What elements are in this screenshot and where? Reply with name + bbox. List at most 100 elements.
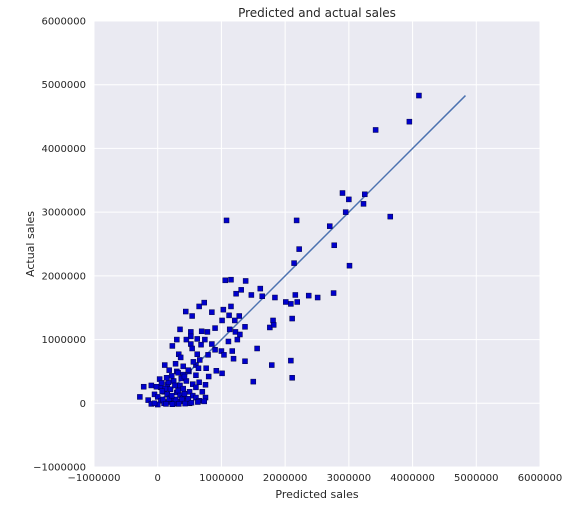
scatter-point xyxy=(137,394,143,400)
scatter-point xyxy=(257,285,264,292)
x-tick-label: 3000000 xyxy=(327,473,372,484)
scatter-point xyxy=(182,400,188,407)
scatter-point xyxy=(185,396,192,402)
scatter-point xyxy=(346,262,353,269)
scatter-point xyxy=(213,368,220,374)
scatter-point xyxy=(387,213,394,220)
scatter-point xyxy=(181,390,188,397)
scatter-points xyxy=(137,92,422,408)
scatter-point xyxy=(159,388,165,394)
scatter-point xyxy=(226,312,232,319)
scatter-point xyxy=(362,191,368,198)
scatter-point xyxy=(288,357,294,364)
scatter-point xyxy=(193,384,199,391)
scatter-point xyxy=(160,396,166,403)
scatter-point xyxy=(174,336,180,343)
scatter-point xyxy=(283,299,289,305)
scatter-point xyxy=(202,336,208,343)
scatter-point xyxy=(190,381,196,387)
y-tick-label: 0 xyxy=(80,399,86,410)
scatter-point xyxy=(177,354,184,361)
scatter-point xyxy=(229,348,236,354)
scatter-point xyxy=(205,373,212,380)
scatter-point xyxy=(209,341,215,347)
scatter-point xyxy=(248,292,255,298)
y-tick-label: 1000000 xyxy=(41,335,86,346)
scatter-point xyxy=(242,278,249,284)
scatter-point xyxy=(201,398,207,405)
scatter-point xyxy=(185,367,192,373)
scatter-point xyxy=(238,287,244,293)
scatter-point xyxy=(209,309,215,315)
scatter-point xyxy=(198,328,205,335)
scatter-point xyxy=(163,375,170,381)
scatter-point xyxy=(204,329,211,335)
scatter-point xyxy=(197,357,203,363)
scatter-point xyxy=(198,341,204,348)
x-tick-label: −1000000 xyxy=(68,473,121,484)
scatter-point xyxy=(194,336,200,342)
scatter-point xyxy=(190,359,197,365)
scatter-point xyxy=(169,343,176,349)
scatter-point xyxy=(188,333,194,340)
scatter-point xyxy=(169,401,176,407)
x-tick-label: 2000000 xyxy=(263,473,308,484)
scatter-point xyxy=(163,401,169,407)
scatter-point xyxy=(288,301,294,307)
scatter-point xyxy=(225,338,232,345)
fit-line-segment xyxy=(157,95,466,404)
scatter-point xyxy=(182,308,189,315)
scatter-point xyxy=(203,365,209,371)
y-tick-labels: −1000000 0 1000000 2000000 3000000 4000000 500… xyxy=(33,17,86,474)
scatter-point xyxy=(180,385,186,392)
x-tick-label: 1000000 xyxy=(199,473,244,484)
x-tick-label: 6000000 xyxy=(518,473,563,484)
scatter-point xyxy=(220,306,227,313)
scatter-point xyxy=(291,260,297,266)
scatter-point xyxy=(172,361,179,367)
scatter-point xyxy=(242,358,248,364)
y-tick-label: 5000000 xyxy=(41,80,86,91)
scatter-point xyxy=(179,396,185,403)
scatter-point xyxy=(372,127,379,133)
scatter-point xyxy=(145,397,151,403)
scatter-point xyxy=(166,367,172,373)
scatter-point xyxy=(189,345,195,352)
scatter-point xyxy=(219,370,225,377)
scatter-point xyxy=(233,290,239,297)
y-tick-label: −1000000 xyxy=(33,463,86,474)
scatter-point xyxy=(161,362,168,368)
scatter-point xyxy=(177,326,183,333)
x-axis-label: Predicted sales xyxy=(275,488,358,501)
scatter-point xyxy=(226,326,233,333)
x-tick-labels: −1000000 0 1000000 2000000 3000000 4000000 500… xyxy=(68,473,563,484)
scatter-point xyxy=(195,399,201,405)
scatter-point xyxy=(140,383,147,390)
scatter-point xyxy=(175,369,181,376)
scatter-point xyxy=(314,294,321,301)
x-tick-label: 4000000 xyxy=(390,473,435,484)
scatter-point xyxy=(212,325,218,331)
scatter-point xyxy=(199,389,206,395)
y-tick-label: 6000000 xyxy=(41,17,86,28)
scatter-point xyxy=(168,373,175,379)
scatter-point xyxy=(168,392,175,399)
scatter-point xyxy=(228,303,234,310)
scatter-point xyxy=(236,313,243,319)
chart-title: Predicted and actual sales xyxy=(238,6,396,20)
scatter-point xyxy=(223,217,230,224)
scatter-point xyxy=(259,293,265,299)
scatter-point xyxy=(294,299,300,305)
scatter-point xyxy=(360,201,367,207)
scatter-point xyxy=(180,363,186,370)
scatter-point xyxy=(188,399,195,406)
scatter-point xyxy=(175,401,182,407)
fit-line xyxy=(157,95,466,404)
scatter-point xyxy=(330,290,337,296)
scatter-point xyxy=(293,217,300,224)
scatter-point xyxy=(342,209,349,215)
grid-lines xyxy=(93,20,541,468)
scatter-point xyxy=(305,292,312,299)
scatter-point xyxy=(406,118,413,125)
